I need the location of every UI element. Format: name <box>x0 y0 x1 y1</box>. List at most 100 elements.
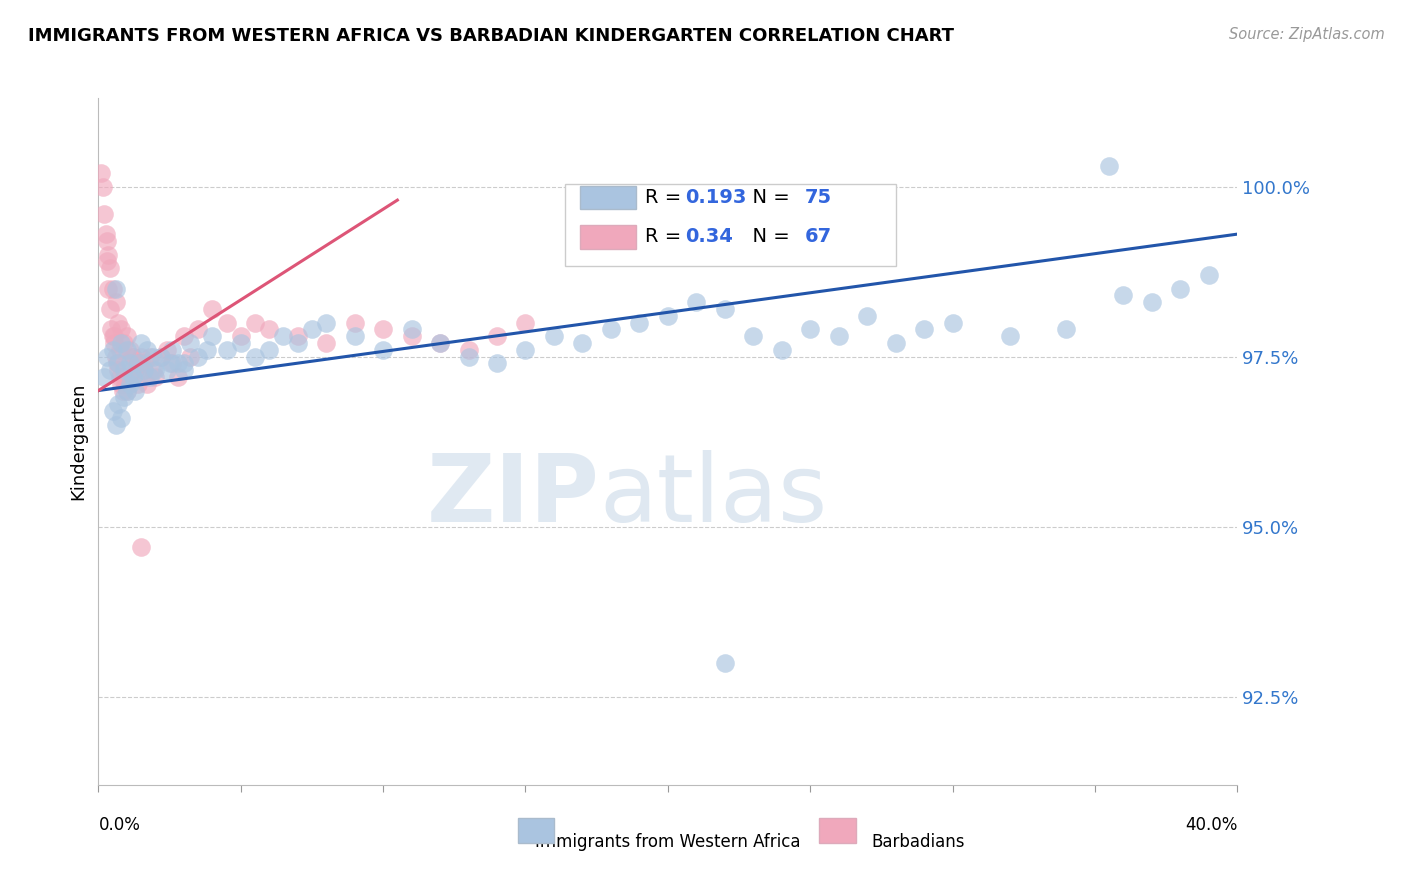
Point <box>343 316 366 330</box>
Point <box>1098 159 1121 173</box>
Point <box>315 316 337 330</box>
Point <box>127 363 149 377</box>
Point <box>118 370 141 384</box>
Point <box>215 316 238 330</box>
Point <box>162 356 184 370</box>
Text: IMMIGRANTS FROM WESTERN AFRICA VS BARBADIAN KINDERGARTEN CORRELATION CHART: IMMIGRANTS FROM WESTERN AFRICA VS BARBAD… <box>28 27 955 45</box>
Point <box>259 343 281 357</box>
Point <box>173 356 195 370</box>
Text: 0.34: 0.34 <box>685 227 733 246</box>
Point <box>104 417 127 432</box>
Point <box>1198 268 1220 282</box>
Point <box>179 350 201 364</box>
Point <box>96 350 118 364</box>
Point <box>105 356 128 370</box>
Point <box>343 329 366 343</box>
Point <box>714 301 737 316</box>
Point <box>770 343 793 357</box>
Point <box>121 350 143 364</box>
Point <box>159 356 181 370</box>
Point <box>156 363 179 377</box>
Point <box>301 322 323 336</box>
Point <box>138 370 160 384</box>
Point <box>112 390 135 404</box>
Point <box>657 309 679 323</box>
Point <box>998 329 1021 343</box>
Point <box>97 247 120 261</box>
Text: ZIP: ZIP <box>426 450 599 542</box>
Point <box>115 384 138 398</box>
Point <box>515 316 537 330</box>
Point <box>127 356 149 370</box>
Point <box>93 207 115 221</box>
Point <box>187 350 209 364</box>
Point <box>714 656 737 670</box>
Point <box>97 281 120 295</box>
Point <box>543 329 565 343</box>
Point <box>111 384 134 398</box>
Text: 0.0%: 0.0% <box>98 816 141 834</box>
Point <box>371 322 394 336</box>
Point <box>101 281 124 295</box>
Point <box>429 335 451 350</box>
Point <box>884 335 907 350</box>
Point <box>856 309 879 323</box>
Point <box>742 329 765 343</box>
Point <box>145 363 167 377</box>
Point <box>107 397 129 411</box>
Point <box>129 350 152 364</box>
Point <box>98 261 121 276</box>
Point <box>141 350 163 364</box>
Point <box>215 343 238 357</box>
Point <box>1140 295 1163 310</box>
Y-axis label: Kindergarten: Kindergarten <box>69 383 87 500</box>
Point <box>110 322 132 336</box>
Point <box>90 166 112 180</box>
FancyBboxPatch shape <box>581 186 636 210</box>
Point <box>96 234 118 248</box>
Point <box>101 404 124 418</box>
Point <box>107 356 129 370</box>
Point <box>132 363 155 377</box>
Point <box>243 350 266 364</box>
FancyBboxPatch shape <box>565 184 896 267</box>
Text: Immigrants from Western Africa: Immigrants from Western Africa <box>536 833 800 851</box>
Point <box>457 350 479 364</box>
Point <box>150 350 173 364</box>
Point <box>371 343 394 357</box>
Point <box>150 350 173 364</box>
Point <box>115 329 138 343</box>
Point <box>118 356 141 370</box>
Point <box>112 335 135 350</box>
Point <box>124 356 146 370</box>
Point <box>167 356 190 370</box>
Point <box>1056 322 1078 336</box>
Point <box>243 316 266 330</box>
Point <box>132 363 155 377</box>
Point <box>145 370 167 384</box>
Point <box>104 281 127 295</box>
Point <box>107 363 129 377</box>
Text: N =: N = <box>740 227 796 246</box>
Point <box>118 376 141 391</box>
Point <box>114 376 136 391</box>
Point <box>98 301 121 316</box>
FancyBboxPatch shape <box>517 818 554 843</box>
Point <box>91 179 114 194</box>
Point <box>685 295 707 310</box>
Point <box>110 410 132 425</box>
Point <box>121 370 143 384</box>
Point <box>515 343 537 357</box>
Point <box>112 370 135 384</box>
Point <box>127 376 149 391</box>
Point <box>571 335 593 350</box>
Point <box>273 329 295 343</box>
Point <box>98 363 121 377</box>
Point <box>628 316 651 330</box>
Point <box>315 335 337 350</box>
Point <box>115 384 138 398</box>
Point <box>173 329 195 343</box>
Point <box>107 316 129 330</box>
Text: 67: 67 <box>804 227 831 246</box>
Point <box>110 376 132 391</box>
